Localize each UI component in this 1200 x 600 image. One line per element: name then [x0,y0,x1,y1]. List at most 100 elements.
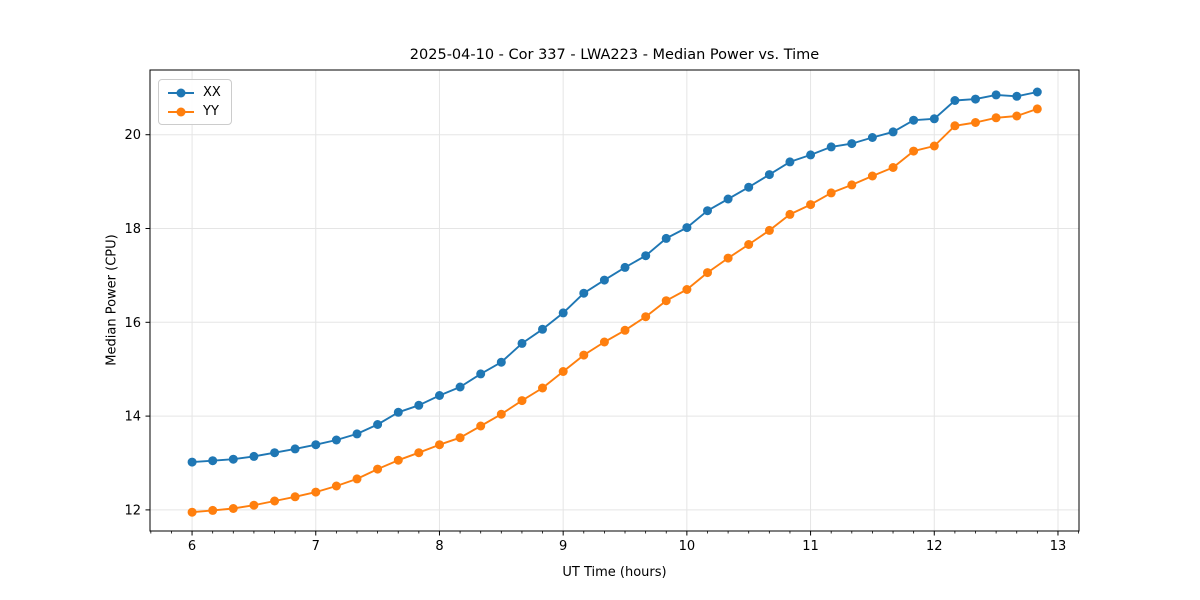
data-point-xx [311,440,321,450]
data-point-xx [971,94,980,104]
data-point-yy [971,118,980,127]
legend-swatch-yy-icon [168,107,194,116]
data-point-xx [661,233,671,243]
data-point-yy [414,448,424,458]
data-point-xx [929,114,939,124]
data-point-yy [538,383,547,393]
data-point-yy [311,487,321,497]
data-point-xx [290,444,300,454]
data-point-xx [476,369,486,379]
data-point-xx [373,420,383,429]
data-point-yy [991,113,1001,123]
legend-item-yy: YY [166,104,221,119]
data-point-xx [228,454,238,464]
data-point-xx [909,115,919,125]
data-point-xx [517,338,527,348]
data-point-yy [435,440,444,450]
data-point-yy [620,325,630,335]
x-tick-label: 13 [1050,539,1067,554]
data-point-yy [558,367,568,376]
y-tick-label: 16 [124,316,141,331]
data-point-xx [723,194,733,204]
y-tick-label: 14 [124,410,141,425]
data-point-xx [496,357,506,367]
data-point-xx [991,90,1001,100]
x-tick-label: 11 [802,539,819,554]
data-point-yy [249,500,259,510]
data-point-yy [208,505,218,515]
data-point-yy [661,296,671,306]
data-point-xx [682,223,692,233]
data-point-xx [867,133,877,142]
data-point-yy [599,337,609,347]
data-point-xx [599,275,609,285]
plot-box [149,69,1080,532]
data-point-xx [641,251,651,261]
data-point-yy [476,421,486,431]
legend-swatch-xx-icon [168,88,194,97]
data-point-xx [187,457,197,467]
x-axis-label: UT Time (hours) [562,565,667,580]
x-tick-label: 9 [559,539,567,554]
data-point-yy [290,492,300,502]
data-point-xx [414,400,424,410]
data-point-xx [270,448,280,458]
data-point-yy [641,312,651,322]
data-point-xx [950,96,960,105]
data-point-xx [826,142,836,152]
data-point-xx [620,262,630,272]
legend-label-xx: XX [203,85,221,100]
data-point-yy [1012,111,1022,121]
data-point-yy [228,504,238,513]
data-point-yy [455,433,465,443]
data-point-xx [249,451,259,461]
data-point-yy [888,163,898,172]
data-point-xx [435,391,444,400]
data-point-yy [270,496,280,506]
data-point-yy [517,396,527,406]
data-point-yy [806,200,816,210]
data-point-xx [806,150,816,160]
data-point-xx [558,308,568,318]
data-point-xx [208,456,218,466]
data-point-yy [909,146,919,156]
x-tick-label: 10 [679,539,696,554]
data-point-yy [950,121,960,131]
data-point-yy [723,253,733,263]
data-point-xx [785,157,795,167]
legend-item-xx: XX [166,85,221,100]
data-point-xx [352,429,362,439]
chart-title: 2025-04-10 - Cor 337 - LWA223 - Median P… [409,47,820,63]
data-point-yy [867,171,877,181]
data-point-yy [826,188,836,198]
data-point-xx [1012,91,1022,101]
x-tick-label: 8 [435,539,443,554]
data-point-xx [455,382,465,392]
data-point-yy [682,285,692,294]
data-point-yy [352,474,362,484]
data-point-xx [744,182,754,192]
series-line-yy [192,108,1038,514]
data-point-xx [538,324,547,334]
y-axis-label: Median Power (CPU) [104,234,120,366]
data-point-xx [393,407,403,417]
x-tick-label: 6 [188,539,196,554]
series-line-xx [192,91,1038,464]
data-point-yy [496,409,506,419]
x-tick-label: 7 [312,539,320,554]
data-point-yy [764,225,774,235]
data-point-xx [579,288,589,298]
data-point-xx [1032,87,1042,97]
data-point-xx [703,206,712,216]
legend: XX YY [158,79,232,125]
data-point-xx [331,435,341,445]
data-point-yy [373,464,383,474]
data-point-yy [331,481,341,491]
data-point-xx [888,127,898,137]
data-point-yy [929,141,939,151]
data-point-xx [847,139,857,149]
data-point-yy [703,268,712,278]
data-point-yy [187,507,197,517]
